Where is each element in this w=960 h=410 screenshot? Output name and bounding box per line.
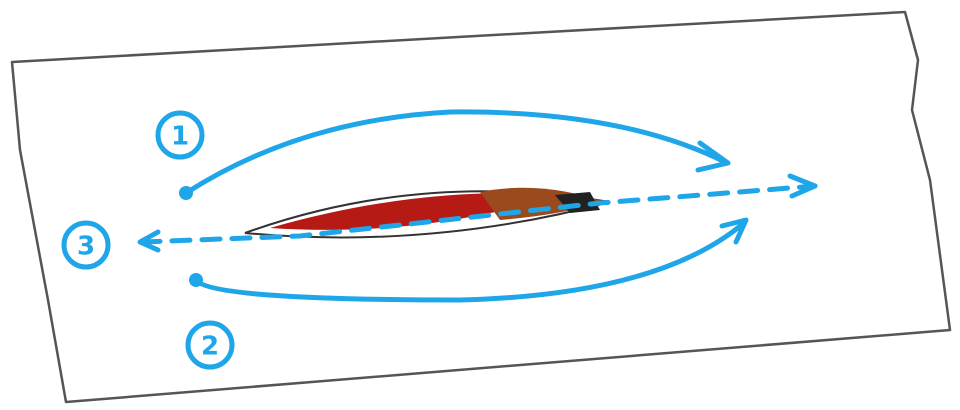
- marker-label: 2: [201, 332, 219, 362]
- marker-label: 1: [171, 122, 189, 152]
- diagram: 1 2 3: [0, 0, 960, 410]
- marker-label: 3: [77, 232, 95, 262]
